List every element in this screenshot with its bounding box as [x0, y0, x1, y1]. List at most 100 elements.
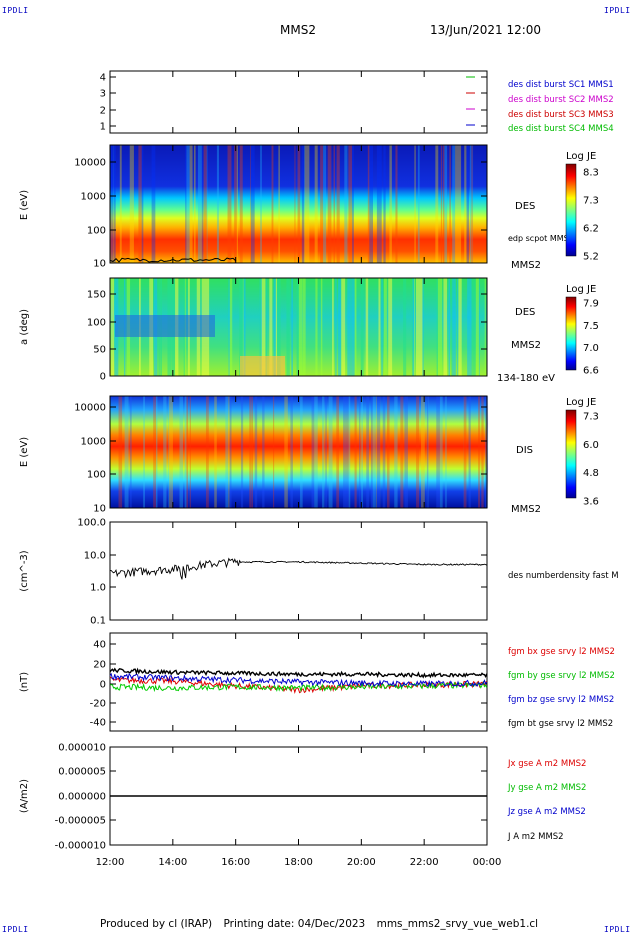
des-energy-cbar-title: Log JE: [566, 151, 596, 162]
spectrogram-stripe: [229, 278, 233, 376]
spectrogram-stripe: [366, 396, 369, 508]
spectrogram-stripe: [225, 396, 229, 508]
spectrogram-stripe: [118, 396, 123, 508]
des-energy-cbar-label: 7.3: [583, 196, 599, 207]
spectrogram-stripe: [426, 396, 429, 508]
dis-energy-ylabel: E (eV): [19, 437, 30, 467]
spectrogram-stripe: [419, 278, 423, 376]
bfield-series-line: [109, 667, 488, 679]
spectrogram-stripe: [262, 396, 265, 508]
spectrogram-stripe: [169, 396, 173, 508]
spectrogram-stripe: [250, 145, 255, 263]
spectrogram-stripe: [370, 396, 374, 508]
spectrogram-stripe: [395, 145, 398, 263]
des-energy-cbar-label: 5.2: [583, 252, 599, 263]
spectrogram-stripe: [389, 145, 392, 263]
des-pitch-ylabel: a (deg): [19, 309, 30, 345]
des-pitch-colorbar: [565, 296, 577, 371]
spectrogram-stripe: [381, 278, 383, 376]
spectrogram-stripe: [458, 278, 462, 376]
spectrogram-stripe: [414, 145, 416, 263]
spectrogram-stripe: [379, 145, 382, 263]
spectrogram-stripe: [471, 145, 473, 263]
spectrogram-stripe: [467, 278, 472, 376]
spectrogram-stripe: [315, 278, 318, 376]
des-energy-colorbar: [565, 163, 577, 257]
spectrogram-stripe: [426, 396, 429, 508]
spectrogram-stripe: [139, 145, 144, 263]
spectrogram-stripe: [314, 396, 318, 508]
spectrogram-stripe: [278, 145, 280, 263]
spectrogram-stripe: [197, 145, 202, 263]
bfield-yticks: 40 20 0 -20 -40: [90, 640, 487, 729]
spectrogram-stripe: [359, 396, 361, 508]
spectrogram-stripe: [298, 278, 303, 376]
spectrogram-stripe: [336, 396, 340, 508]
spectrogram-stripe: [365, 278, 369, 376]
spectrogram-stripe: [338, 278, 342, 376]
time-tick-label: 20:00: [347, 857, 376, 868]
current-legend-j: J A m2 MMS2: [507, 832, 564, 842]
spectrogram-stripe: [110, 278, 115, 376]
dis-energy-species: DIS: [516, 445, 533, 456]
spectrogram-stripe: [269, 278, 273, 376]
spectrogram-stripe: [154, 396, 157, 508]
spacecraft-title: MMS2: [280, 23, 316, 37]
footer-print-date: Printing date: 04/Dec/2023: [223, 918, 366, 930]
dis-energy-colorbar: [565, 409, 577, 499]
spectrogram-stripe: [347, 278, 351, 376]
spectrogram-stripe: [124, 396, 129, 508]
des-energy-cbar-label: 6.2: [583, 224, 599, 235]
spectrogram-stripe: [139, 145, 142, 263]
des-energy-species: DES: [515, 201, 535, 212]
spectrogram-stripe: [372, 396, 376, 508]
spectrogram-stripe: [452, 145, 456, 263]
spectrogram-stripe: [254, 396, 258, 508]
spectrogram-stripe: [234, 145, 237, 263]
spectrogram-stripe: [323, 145, 327, 263]
des-pitch-cbar-label: 7.9: [583, 299, 599, 310]
density-y-tick-label: 10.0: [84, 551, 106, 562]
dis-energy-y-tick-label: 1000: [81, 437, 106, 448]
dis-energy-cbar-ticks: 7.3 6.0 4.8 3.6: [583, 412, 599, 508]
spectrogram-stripe: [168, 396, 170, 508]
bfield-legend-bz: fgm bz gse srvy l2 MMS2: [508, 695, 614, 705]
bfield-panel-frame: [109, 632, 488, 732]
des-energy-y-tick-label: 1000: [81, 192, 106, 203]
spectrogram-stripe: [189, 145, 193, 263]
spectrogram-stripe: [239, 145, 243, 263]
burst-panel-frame: [109, 70, 488, 134]
spectrogram-stripe: [240, 396, 244, 508]
spectrogram-stripe: [138, 145, 142, 263]
density-yticks: 100.0 10.0 1.0 0.1: [77, 518, 487, 627]
spectrogram-stripe: [469, 145, 474, 263]
dis-energy-spectrogram: [110, 396, 487, 508]
density-series: [109, 557, 488, 580]
spectrogram-stripe: [325, 396, 327, 508]
des-energy-y-tick-label: 10000: [74, 158, 106, 169]
spectrogram-stripe: [485, 396, 487, 508]
spectrogram-stripe: [350, 145, 354, 263]
spectrogram-stripe: [291, 278, 293, 376]
spectrogram-stripe: [204, 145, 208, 263]
burst-legend-marks: [466, 76, 475, 126]
time-tick-label: 14:00: [158, 857, 187, 868]
burst-panel-yticks: 4 3 2 1: [100, 73, 487, 133]
spectrogram-stripe: [469, 396, 471, 508]
spectrogram-stripe: [129, 396, 132, 508]
spectrogram-stripe: [375, 396, 379, 508]
spectrogram-stripe: [110, 145, 114, 263]
spectrogram-stripe: [444, 145, 448, 263]
spectrogram-stripe: [129, 145, 134, 263]
spectrogram-stripe: [417, 145, 420, 263]
pitch-yellow-patch: [240, 356, 285, 376]
spectrogram-stripe: [360, 278, 364, 376]
spectrogram-stripe: [306, 145, 310, 263]
spectrogram-stripe: [185, 396, 189, 508]
des-energy-y-tick-label: 10: [93, 259, 106, 270]
spectrogram-stripe: [314, 145, 318, 263]
spectrogram-stripe: [376, 396, 381, 508]
burst-legend-2: des dist burst SC2 MMS2: [508, 95, 614, 105]
spectrogram-stripe: [348, 145, 350, 263]
current-y-tick-label: -0.000005: [55, 816, 106, 827]
